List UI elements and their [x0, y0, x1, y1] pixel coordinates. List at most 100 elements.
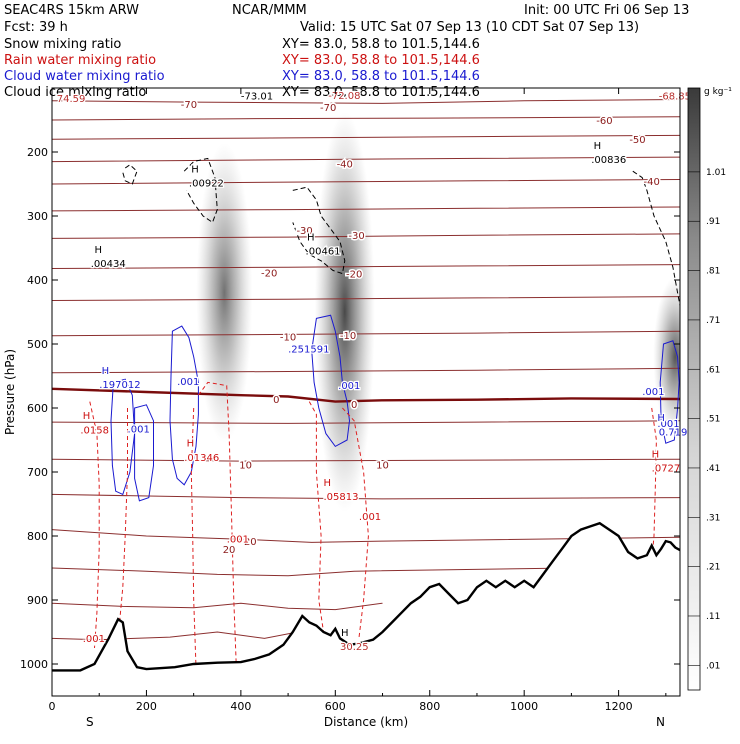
isotherm-line	[52, 156, 680, 163]
contour-annotation: H	[341, 628, 349, 639]
field-name: Rain water mixing ratio	[4, 53, 156, 68]
isotherm-line	[52, 387, 680, 403]
valid-time: Valid: 15 UTC Sat 07 Sep 13 (10 CDT Sat …	[300, 20, 639, 35]
cloud-water-contour	[169, 325, 199, 486]
isotherm-line	[52, 330, 680, 337]
colorbar: g kg⁻¹ .01 .11 .21 .31 .41 .51 .61 .71 .81 .91 1.01	[687, 87, 732, 691]
isotherm-line	[52, 206, 680, 212]
contour-annotation: .001	[657, 419, 679, 430]
x-tick-label: 1000	[510, 700, 538, 713]
isotherm-line	[52, 116, 680, 121]
x-tick-label: 800	[419, 700, 440, 713]
field-coordinates: XY= 83.0, 58.8 to 101.5,144.6	[282, 69, 480, 84]
colorbar-label: .61	[706, 365, 720, 375]
isotherm-label: 10	[239, 460, 252, 471]
colorbar-label: .51	[706, 415, 720, 425]
contour-annotation: .001	[359, 512, 381, 523]
field-coordinates: XY= 83.0, 58.8 to 101.5,144.6	[282, 85, 480, 100]
field-legend: Snow mixing ratio XY= 83.0, 58.8 to 101.5…	[4, 37, 480, 100]
cloud-ice-contour	[122, 164, 138, 185]
colorbar-label: .41	[706, 464, 720, 474]
mixing-ratio-shade	[653, 276, 680, 437]
cloud-water-contours	[110, 314, 680, 502]
colorbar-label: .91	[706, 217, 720, 227]
isotherm-label: -40	[643, 177, 659, 188]
contour-annotation: .00922	[189, 179, 224, 190]
colorbar-label: .01	[706, 661, 720, 671]
isotherm-label: -20	[261, 268, 277, 279]
isotherm-line	[52, 99, 680, 104]
south-label: S	[86, 715, 94, 729]
field-coordinates: XY= 83.0, 58.8 to 101.5,144.6	[282, 53, 480, 68]
y-tick-label: 1000	[20, 658, 48, 671]
north-label: N	[656, 715, 665, 729]
isotherm-label: 0	[351, 400, 357, 411]
field-coordinates: XY= 83.0, 58.8 to 101.5,144.6	[282, 37, 480, 52]
colorbar-label: .31	[706, 513, 720, 523]
colorbar-label: .81	[706, 267, 720, 277]
contour-annotation: .0727	[652, 463, 681, 474]
terrain-line	[52, 521, 680, 672]
isotherm-line	[52, 264, 680, 269]
rain-water-contour	[342, 407, 369, 639]
contour-annotation: .00461	[306, 246, 341, 257]
contour-annotation: .05813	[324, 492, 359, 503]
model-title: SEAC4RS 15km ARW	[4, 3, 139, 18]
cloud-ice-contour	[292, 186, 346, 275]
contour-annotation: .00434	[91, 259, 126, 270]
colorbar-label: 1.01	[706, 168, 726, 178]
isotherm-line	[52, 367, 680, 374]
contour-annotation: .197012	[99, 380, 140, 391]
x-tick-label: 0	[49, 700, 56, 713]
contour-annotation: .01346	[184, 453, 219, 464]
x-tick-label: 400	[230, 700, 251, 713]
isotherm-label: -10	[340, 331, 356, 342]
contour-annotation: .251591	[288, 344, 329, 355]
terrain-profile	[52, 521, 680, 696]
contour-annotation: .001	[128, 424, 150, 435]
isotherm-line	[52, 179, 680, 185]
y-tick-label: 300	[27, 210, 48, 223]
contour-annotation: H	[594, 141, 602, 152]
y-tick-label: 400	[27, 274, 48, 287]
contour-annotation: .0158	[80, 426, 109, 437]
cloud-water-contour	[659, 340, 680, 444]
field-name: Cloud ice mixing ratio	[4, 85, 146, 100]
mixing-ratio-shade	[196, 142, 253, 443]
contour-annotation: 30.25	[340, 642, 369, 653]
x-axis-label: Distance (km)	[324, 715, 408, 729]
isotherm-line	[52, 493, 680, 500]
isotherm-label: -40	[337, 160, 353, 171]
y-tick-label: 700	[27, 466, 48, 479]
isotherm-line	[52, 296, 680, 301]
isotherm-line	[52, 458, 680, 462]
contour-annotation: -68.85	[659, 92, 691, 103]
colorbar-unit: g kg⁻¹	[704, 87, 732, 97]
contour-annotation: H	[102, 366, 110, 377]
forecast-hour: Fcst: 39 h	[4, 20, 68, 35]
y-axis-label: Pressure (hPa)	[3, 349, 17, 435]
rain-water-contour	[190, 407, 197, 668]
contour-annotation: .001	[338, 381, 360, 392]
mixing-ratio-shade	[314, 112, 375, 512]
isotherm-line	[52, 529, 680, 543]
contour-annotation: .001	[227, 534, 249, 545]
contour-annotation: 0.719	[659, 428, 688, 439]
isotherm-label: -30	[348, 231, 364, 242]
cloud-water-contour	[311, 314, 351, 448]
isotherm-line	[52, 631, 298, 641]
contour-annotation: H	[324, 478, 332, 489]
terrain-fill	[52, 523, 680, 696]
contour-annotation: H	[187, 438, 195, 449]
y-tick-label: 800	[27, 530, 48, 543]
cloud-water-contour	[110, 378, 136, 496]
contour-annotation: H	[657, 413, 665, 424]
field-name: Snow mixing ratio	[4, 37, 121, 52]
rain-water-contour	[651, 407, 657, 562]
mixing-ratio-shading	[196, 112, 680, 512]
colorbar-label: .21	[706, 563, 720, 573]
contour-annotation: H	[307, 232, 315, 243]
rain-water-contour	[89, 401, 100, 649]
